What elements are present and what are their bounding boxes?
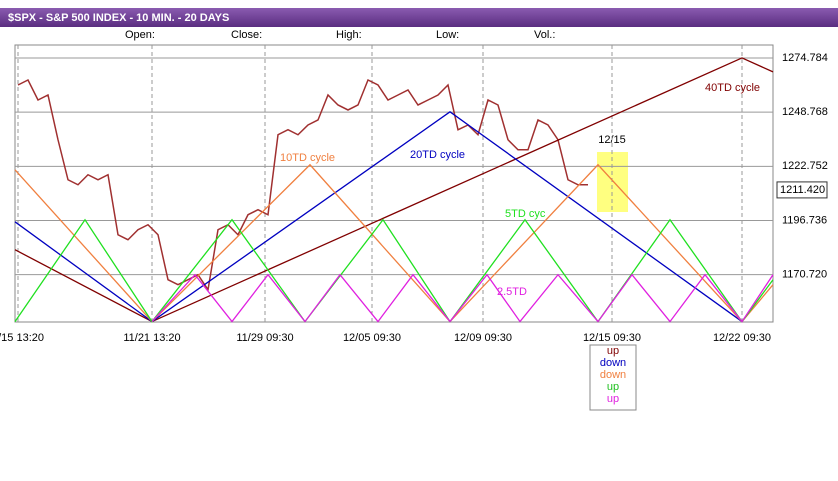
last-value-label: 1211.420 <box>780 184 825 196</box>
y-tick-label: 1222.752 <box>782 160 828 172</box>
title-bar <box>0 8 838 27</box>
field: High: <box>336 29 362 41</box>
y-tick-label: 1274.784 <box>782 52 828 64</box>
y-tick-label: 1248.768 <box>782 106 828 118</box>
x-tick-label: 1/15 13:20 <box>0 332 44 344</box>
field: Vol.: <box>534 29 555 41</box>
x-tick-label: 12/22 09:30 <box>713 332 771 344</box>
legend-entry: up <box>607 393 619 405</box>
y-tick-label: 1170.720 <box>782 269 827 281</box>
x-tick-label: 11/21 13:20 <box>123 332 180 344</box>
legend-box <box>589 344 637 411</box>
series-label: 10TD cycle <box>280 152 335 164</box>
x-tick-label: 12/09 09:30 <box>454 332 512 344</box>
plot-area <box>14 44 774 323</box>
series-label: 2.5TD <box>497 286 527 298</box>
x-tick-label: 12/15 09:30 <box>583 332 641 344</box>
x-tick-label: 12/05 09:30 <box>343 332 401 344</box>
last-value-box <box>776 181 828 199</box>
field: Close: <box>231 29 262 41</box>
field: Open: <box>125 29 155 41</box>
series-line <box>14 111 743 323</box>
legend-entry: up <box>607 381 619 393</box>
series-label: 5TD cyc <box>505 208 546 220</box>
series-line <box>14 57 774 323</box>
series-line <box>151 273 774 323</box>
series-label: 20TD cycle <box>410 149 465 161</box>
legend-entry: up <box>607 345 619 357</box>
legend-entry: down <box>600 357 626 369</box>
series-label: 40TD cycle <box>705 82 760 94</box>
y-tick-label: 1196.736 <box>782 214 827 226</box>
series-line <box>17 78 588 292</box>
title: $SPX - S&P 500 INDEX - 10 MIN. - 20 DAYS <box>8 12 229 24</box>
field: Low: <box>436 29 459 41</box>
x-tick-label: 11/29 09:30 <box>236 332 293 344</box>
legend-entry: down <box>600 369 626 381</box>
series-line <box>14 218 774 323</box>
